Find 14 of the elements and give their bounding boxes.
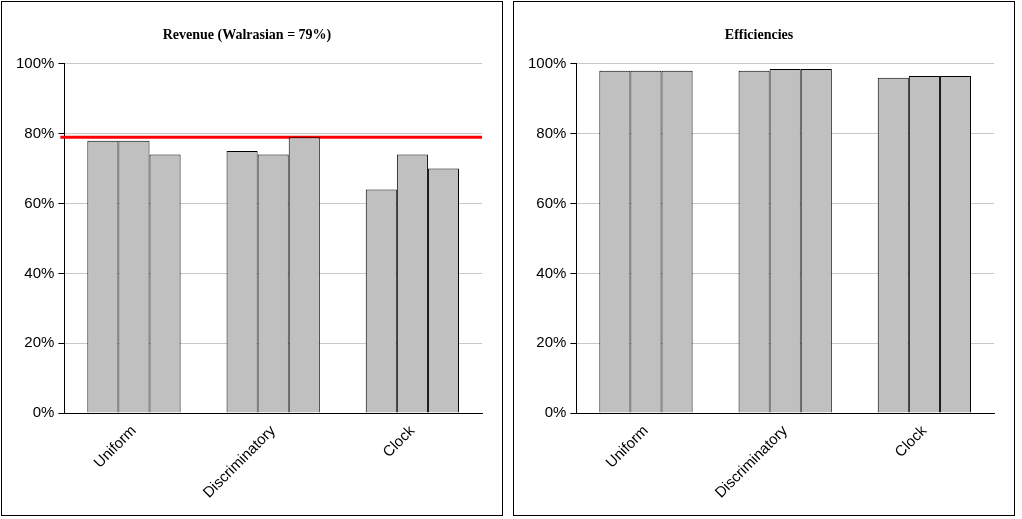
y-tick-label: 40% [24,263,55,281]
y-tick-label: 20% [24,333,55,351]
y-tick-label: 100% [15,53,55,71]
chart-title: Efficiencies [724,27,794,43]
y-tick-label: 80% [536,123,567,141]
y-tick-label: 80% [24,123,55,141]
y-tick-label: 60% [536,193,567,211]
chart-title: Revenue (Walrasian = 79%) [162,27,332,44]
y-tick-label: 100% [527,53,567,71]
y-tick-label: 60% [24,193,55,211]
y-tick-label: 0% [544,403,567,421]
y-tick-label: 40% [536,263,567,281]
y-tick-label: 20% [536,333,567,351]
y-tick-label: 0% [32,403,55,421]
